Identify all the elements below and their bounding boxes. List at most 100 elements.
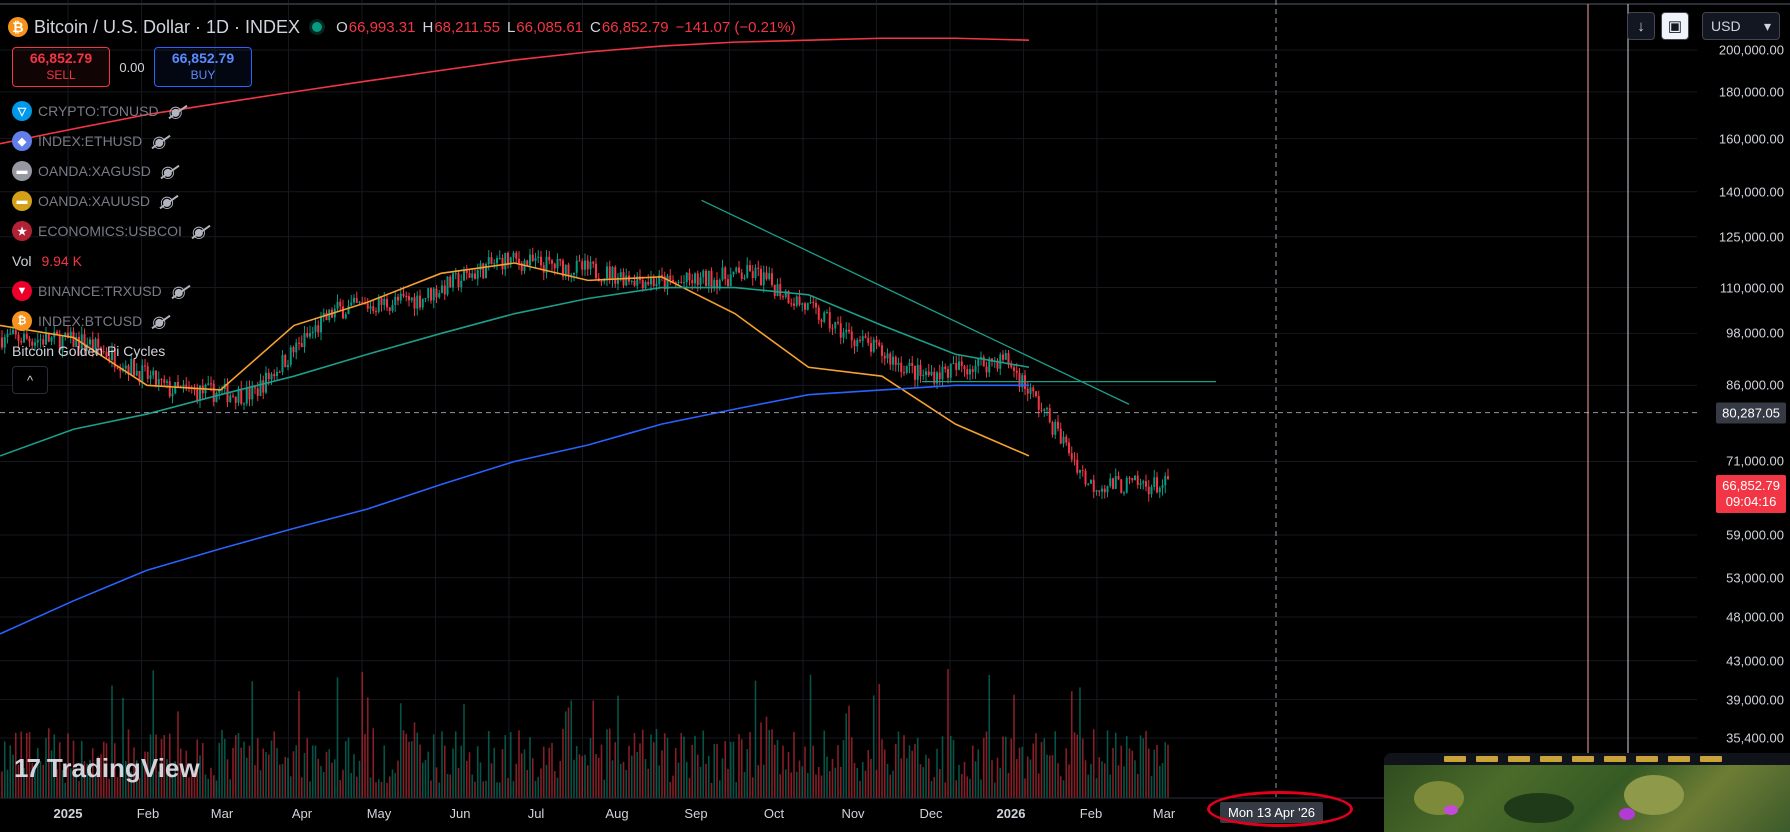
volume-bar	[69, 768, 72, 798]
volume-bar	[875, 769, 878, 798]
volume-bar	[1043, 738, 1046, 798]
volume-bar	[1090, 763, 1092, 798]
legend-item[interactable]: ★ ECONOMICS:USBCOI ◉	[12, 216, 206, 246]
hidden-eye-icon[interactable]: ◉	[152, 311, 167, 331]
tradingview-logo: 17 TradingView	[14, 753, 200, 783]
indicator-legend[interactable]: Bitcoin Golden Pi Cycles	[12, 343, 166, 359]
volume-bar	[424, 760, 427, 798]
volume-bar	[427, 751, 430, 798]
candle-body	[215, 393, 218, 402]
candle-body	[878, 342, 881, 346]
volume-bar	[625, 770, 628, 798]
candle-body	[872, 339, 875, 352]
volume-bar	[328, 749, 331, 798]
volume-bar	[240, 747, 243, 798]
candle-body	[518, 258, 520, 264]
trend-line	[701, 199, 1130, 405]
candle-body	[927, 371, 930, 376]
legend-item[interactable]: ▬ OANDA:XAGUSD ◉	[12, 156, 206, 186]
time-label: May	[366, 806, 392, 821]
candle-body	[716, 279, 718, 288]
volume-bar	[498, 782, 501, 798]
candle-body	[619, 272, 622, 278]
volume-bar	[641, 729, 644, 798]
hidden-eye-icon[interactable]: ◉	[160, 161, 175, 181]
candle-body	[963, 366, 966, 369]
volume-bar	[210, 767, 212, 798]
candle-body	[677, 281, 680, 283]
volume-bar	[691, 744, 694, 798]
candle-body	[754, 267, 757, 279]
volume-bar	[251, 681, 254, 798]
volume-bar	[1131, 750, 1134, 798]
candle-body	[1032, 387, 1035, 392]
volume-bar	[702, 730, 705, 798]
time-axis[interactable]: 2025 Feb Mar Apr May Jun Jul Aug Sep Oct Nov Dec 202…	[0, 798, 1697, 828]
game-thumbnail[interactable]	[1384, 753, 1790, 832]
candle-body	[124, 365, 127, 369]
legend-item[interactable]: ▬ OANDA:XAUUSD ◉	[12, 186, 206, 216]
candle-body	[633, 280, 636, 286]
candle-body	[69, 331, 72, 339]
volume-bar	[413, 722, 416, 798]
symbol-title[interactable]: Bitcoin / U.S. Dollar · 1D · INDEX	[34, 16, 301, 37]
candle-body	[210, 383, 212, 385]
price-axis[interactable]: 200,000.00 180,000.00 160,000.00 140,000.00…	[1697, 0, 1790, 832]
hidden-eye-icon[interactable]: ◉	[191, 221, 206, 241]
autoscale-icon[interactable]: ▣	[1661, 12, 1689, 40]
sell-button[interactable]: 66,852.79 SELL	[12, 47, 110, 87]
arrow-down-icon[interactable]: ↓	[1627, 12, 1655, 40]
candle-body	[564, 264, 567, 277]
volume-bar	[553, 771, 556, 798]
volume-bar	[963, 761, 966, 798]
hidden-eye-icon[interactable]: ◉	[171, 281, 186, 301]
candle-body	[696, 273, 699, 285]
volume-bar	[391, 769, 394, 798]
currency-select[interactable]: USD ▾	[1702, 12, 1780, 40]
buy-button[interactable]: 66,852.79 BUY	[154, 47, 252, 87]
time-label: Sep	[684, 806, 708, 821]
legend-item[interactable]: ₿ INDEX:BTCUSD ◉	[12, 306, 206, 336]
candle-body	[6, 334, 9, 337]
candle-body	[157, 378, 160, 385]
volume-bar	[369, 777, 372, 798]
volume-bar	[518, 730, 520, 798]
market-status-icon[interactable]	[312, 22, 323, 32]
volume-bar	[1164, 742, 1167, 798]
volume-bar	[696, 754, 699, 798]
volume-bar	[707, 755, 710, 798]
candle-body	[465, 270, 468, 274]
volume-bar	[996, 757, 999, 798]
volume-bar	[614, 742, 617, 798]
legend-item[interactable]: ◆ INDEX:ETHUSD ◉	[12, 126, 206, 156]
candle-body	[91, 339, 94, 350]
hidden-eye-icon[interactable]: ◉	[160, 191, 174, 211]
candle-body	[589, 261, 592, 270]
volume-bar	[1109, 774, 1112, 798]
volume-bar	[793, 731, 795, 798]
candle-body	[358, 301, 361, 303]
volume-bar	[298, 691, 300, 798]
candle-body	[25, 334, 28, 339]
collapse-legend-button[interactable]: ^	[12, 366, 48, 394]
time-label: Mar	[210, 806, 234, 821]
candle-body	[1010, 364, 1013, 368]
volume-bar	[168, 733, 171, 798]
tron-icon: ▼	[12, 281, 32, 301]
candle-body	[537, 256, 540, 259]
volume-legend[interactable]: Vol 9.94 K	[12, 253, 82, 269]
volume-bar	[831, 758, 834, 798]
candle-body	[831, 328, 834, 330]
volume-bar	[72, 740, 75, 798]
volume-bar	[872, 695, 875, 798]
last-price-label: 66,852.79 09:04:16	[1716, 475, 1786, 514]
volume-bar	[993, 782, 996, 798]
legend-item[interactable]: ▽ CRYPTO:TONUSD ◉	[12, 96, 206, 126]
volume-bar	[861, 761, 864, 798]
legend-item[interactable]: ▼ BINANCE:TRXUSD ◉	[12, 276, 206, 306]
candle-body	[958, 361, 960, 370]
hidden-eye-icon[interactable]: ◉	[152, 131, 167, 151]
volume-bar	[94, 775, 97, 798]
hidden-eye-icon[interactable]: ◉	[168, 101, 183, 121]
